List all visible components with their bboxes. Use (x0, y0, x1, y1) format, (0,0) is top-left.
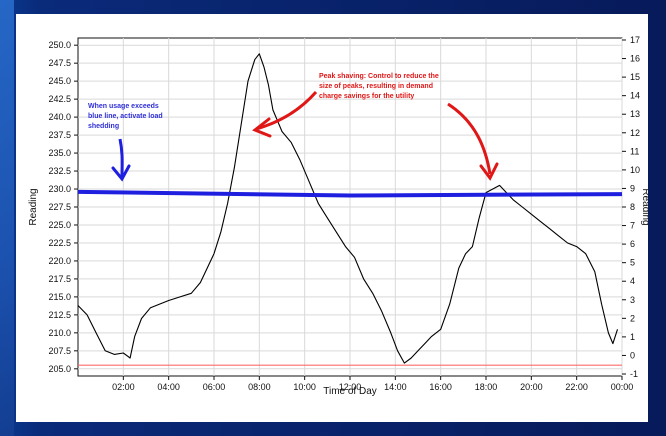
red-arrow-right-head-icon (479, 162, 499, 181)
right-tick-label: 12 (630, 128, 640, 138)
annotation-blue-line: When usage exceeds (88, 103, 159, 110)
x-tick-label: 14:00 (384, 382, 407, 392)
left-axis-ticks: 250.0 247.5 245.0 242.5 240.0 237.5 235.0 232.5… (48, 40, 78, 374)
x-tick-label: 02:00 (112, 382, 135, 392)
red-arrow-right-icon (447, 102, 492, 175)
left-tick-label: 220.0 (48, 256, 71, 266)
annotation-peak-shaving: Peak shaving: Control to reduce the size … (319, 73, 439, 100)
right-tick-label: 3 (630, 295, 635, 305)
left-tick-label: 205.0 (48, 364, 71, 374)
right-tick-label: 5 (630, 258, 635, 268)
left-tick-label: 237.5 (48, 130, 71, 140)
left-tick-label: 210.0 (48, 328, 71, 338)
blue-arrow-head-icon (111, 164, 131, 182)
x-tick-label: 18:00 (475, 382, 498, 392)
x-tick-label: 00:00 (611, 382, 634, 392)
chart-svg: 250.0 247.5 245.0 242.5 240.0 237.5 235.0 232.5… (28, 35, 648, 397)
left-tick-label: 245.0 (48, 76, 71, 86)
x-axis-label: Time of Day (323, 386, 377, 397)
left-tick-label: 222.5 (48, 238, 71, 248)
left-tick-label: 247.5 (48, 58, 71, 68)
left-tick-label: 227.5 (48, 202, 71, 212)
right-tick-label: 13 (630, 109, 640, 119)
left-tick-label: 212.5 (48, 310, 71, 320)
right-tick-label: 14 (630, 91, 640, 101)
y-axis-label-right: Reading (640, 188, 648, 225)
series-group (77, 53, 623, 366)
right-tick-label: 17 (630, 35, 640, 45)
x-tick-label: 10:00 (293, 382, 316, 392)
right-tick-label: 7 (630, 221, 635, 231)
x-tick-label: 06:00 (203, 382, 226, 392)
x-tick-label: 20:00 (520, 382, 543, 392)
x-tick-label: 22:00 (565, 382, 588, 392)
annotation-load-shedding: When usage exceeds blue line, activate lo… (88, 103, 163, 130)
left-tick-label: 240.0 (48, 112, 71, 122)
right-tick-label: 6 (630, 239, 635, 249)
annotation-red-line: Peak shaving: Control to reduce the (319, 73, 439, 80)
x-tick-label: 04:00 (157, 382, 180, 392)
right-tick-label: 15 (630, 72, 640, 82)
left-tick-label: 242.5 (48, 94, 71, 104)
right-tick-label: 9 (630, 183, 635, 193)
left-tick-label: 217.5 (48, 274, 71, 284)
right-tick-label: 4 (630, 276, 635, 286)
annotation-blue-line: blue line, activate load (88, 113, 163, 120)
left-tick-label: 230.0 (48, 184, 71, 194)
x-tick-label: 16:00 (429, 382, 452, 392)
left-tick-label: 225.0 (48, 220, 71, 230)
right-tick-label: 2 (630, 313, 635, 323)
left-tick-label: 215.0 (48, 292, 71, 302)
chart-panel: 250.0 247.5 245.0 242.5 240.0 237.5 235.0 232.5… (16, 14, 648, 422)
right-tick-label: -1 (630, 369, 638, 379)
left-tick-label: 232.5 (48, 166, 71, 176)
slide-left-stripe (0, 0, 14, 436)
annotation-red-line: charge savings for the utility (319, 93, 414, 100)
y-axis-label-left: Reading (28, 188, 39, 225)
left-tick-label: 207.5 (48, 346, 71, 356)
threshold-line (77, 189, 623, 198)
right-tick-label: 8 (630, 202, 635, 212)
x-tick-label: 08:00 (248, 382, 271, 392)
reading-line (77, 53, 619, 364)
right-tick-label: 0 (630, 350, 635, 360)
x-axis-ticks: 02:00 04:00 06:00 08:00 10:00 12:00 14:00 16:00… (112, 376, 633, 392)
annotation-red-line: size of peaks, resulting in demand (319, 83, 433, 90)
annotation-blue-line: shedding (88, 123, 119, 130)
red-arrow-left-icon (255, 91, 318, 131)
right-tick-label: 11 (630, 146, 639, 156)
x-tick-label: 12:00 (339, 382, 362, 392)
right-tick-label: 10 (630, 165, 640, 175)
right-tick-label: 16 (630, 54, 640, 64)
blue-arrow-icon (118, 138, 124, 178)
red-arrow-left-head-icon (252, 117, 272, 138)
right-tick-label: 1 (630, 332, 635, 342)
left-tick-label: 235.0 (48, 148, 71, 158)
left-tick-label: 250.0 (48, 40, 71, 50)
